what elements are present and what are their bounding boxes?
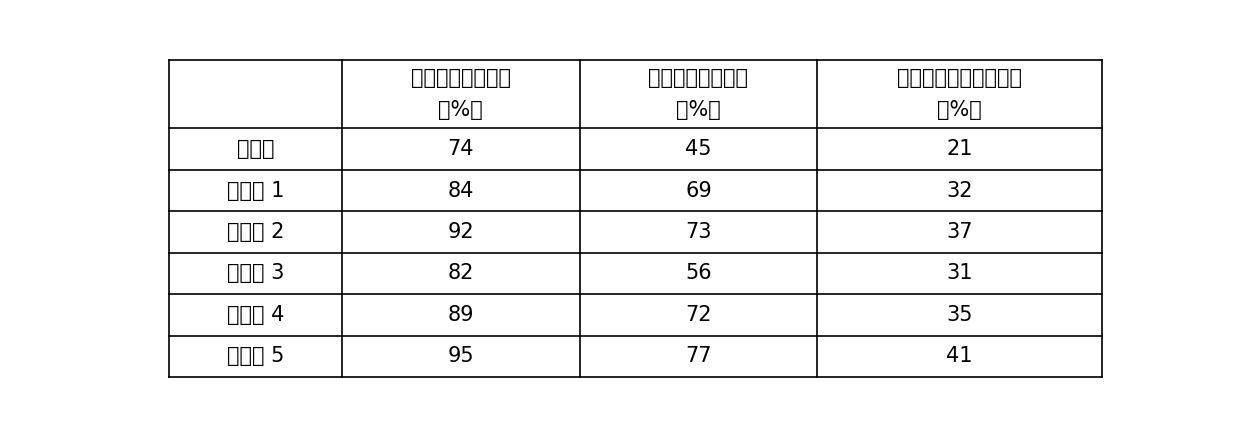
Text: 41: 41	[946, 346, 972, 366]
Text: 35: 35	[946, 305, 972, 325]
Text: 正构十二烷转化率: 正构十二烷转化率	[410, 68, 511, 88]
Text: 实施例 4: 实施例 4	[227, 305, 284, 325]
Text: 31: 31	[946, 263, 972, 284]
Text: 77: 77	[686, 346, 712, 366]
Text: 92: 92	[448, 222, 474, 242]
Text: 45: 45	[686, 139, 712, 159]
Text: 实施例 5: 实施例 5	[227, 346, 284, 366]
Text: 37: 37	[946, 222, 972, 242]
Text: 多支钉异构十二烷收率: 多支钉异构十二烷收率	[897, 68, 1022, 88]
Text: （%）: （%）	[676, 100, 720, 120]
Text: 总异构十二烷收率: 总异构十二烷收率	[649, 68, 749, 88]
Text: 95: 95	[448, 346, 474, 366]
Text: 73: 73	[686, 222, 712, 242]
Text: 69: 69	[684, 181, 712, 200]
Text: 对比例: 对比例	[237, 139, 274, 159]
Text: 实施例 3: 实施例 3	[227, 263, 284, 284]
Text: 74: 74	[448, 139, 474, 159]
Text: 实施例 1: 实施例 1	[227, 181, 284, 200]
Text: （%）: （%）	[937, 100, 982, 120]
Text: 21: 21	[946, 139, 972, 159]
Text: 82: 82	[448, 263, 474, 284]
Text: 89: 89	[448, 305, 474, 325]
Text: （%）: （%）	[439, 100, 484, 120]
Text: 84: 84	[448, 181, 474, 200]
Text: 72: 72	[686, 305, 712, 325]
Text: 实施例 2: 实施例 2	[227, 222, 284, 242]
Text: 32: 32	[946, 181, 972, 200]
Text: 56: 56	[686, 263, 712, 284]
